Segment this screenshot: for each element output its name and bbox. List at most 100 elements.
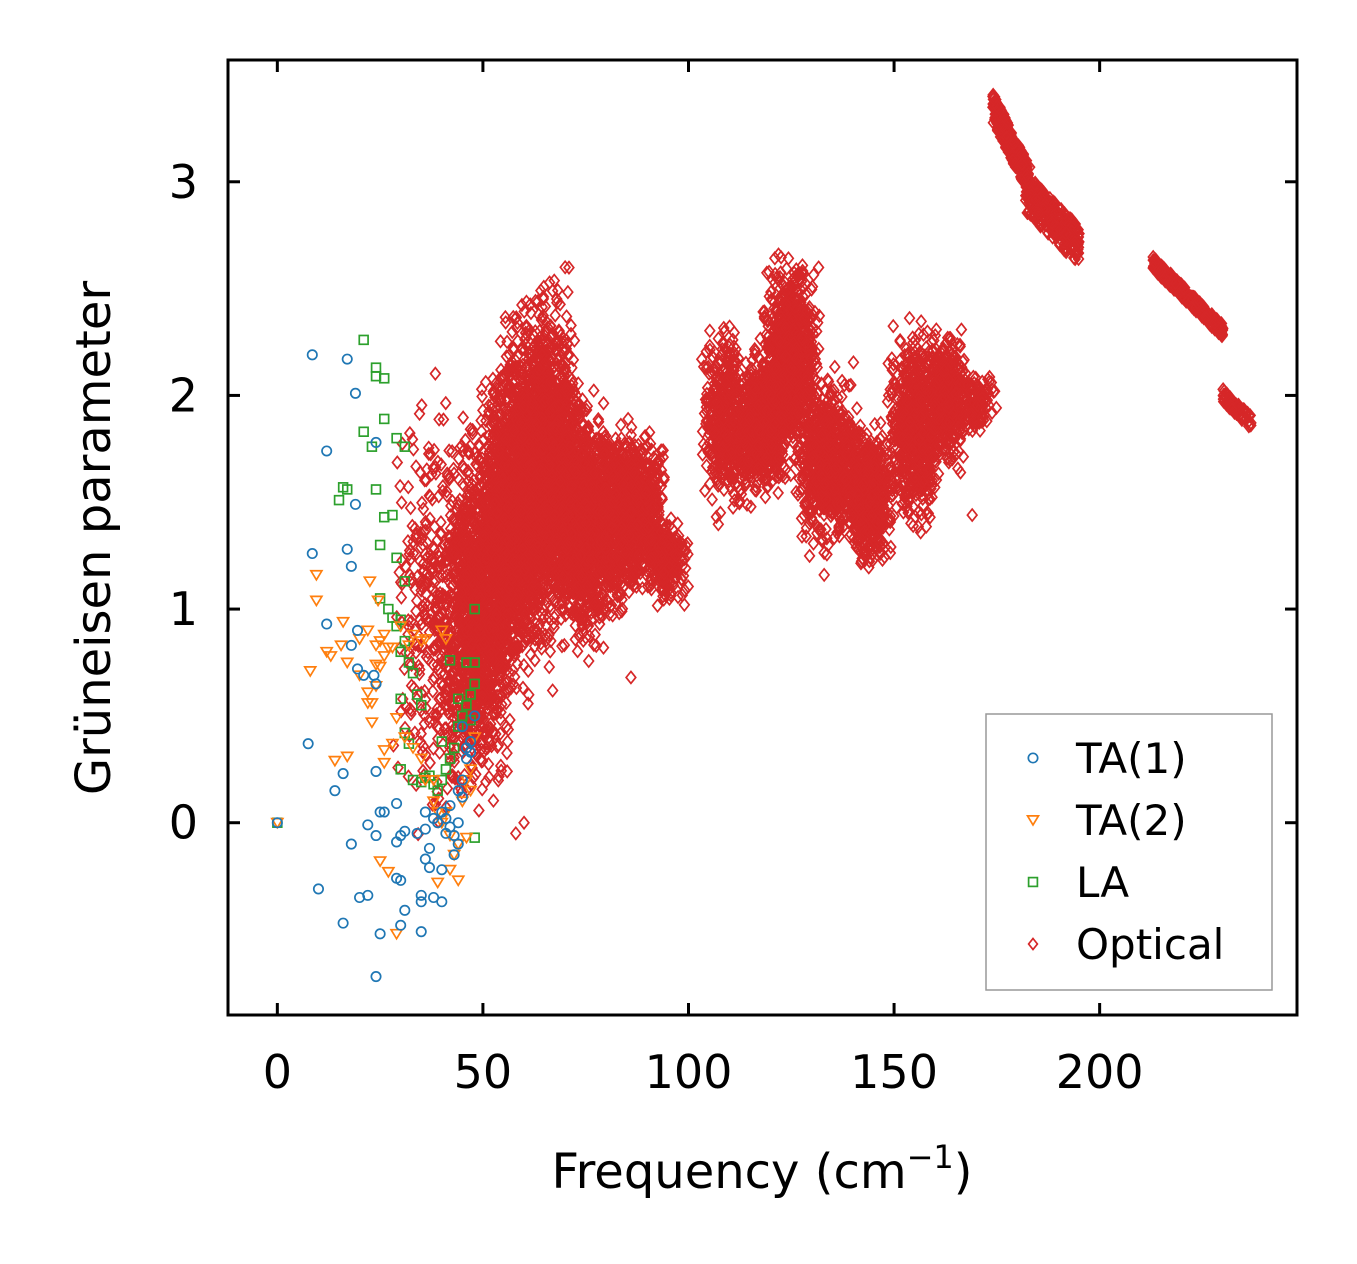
optical-point — [449, 607, 461, 623]
optical-point — [443, 443, 455, 459]
optical-point — [476, 753, 489, 769]
optical-point — [417, 555, 430, 571]
optical-point — [454, 616, 466, 632]
optical-point — [495, 704, 507, 720]
optical-point — [400, 699, 413, 715]
optical-point — [492, 737, 505, 753]
optical-point — [456, 476, 469, 492]
optical-point — [403, 546, 416, 562]
optical-point — [427, 707, 440, 723]
optical-point — [410, 645, 422, 660]
optical-point — [431, 532, 444, 548]
optical-point — [480, 704, 493, 720]
optical-point — [463, 647, 475, 663]
optical-point — [419, 747, 432, 763]
optical-point — [413, 666, 426, 682]
optical-point — [456, 642, 469, 658]
optical-point — [399, 720, 411, 736]
optical-point — [452, 668, 465, 683]
optical-point — [498, 661, 511, 676]
optical-point — [431, 701, 444, 717]
optical-point — [462, 463, 474, 479]
optical-point — [429, 714, 441, 730]
optical-point — [461, 666, 474, 682]
optical-point — [483, 734, 496, 750]
optical-point — [445, 648, 458, 664]
optical-point — [418, 683, 431, 699]
optical-point — [421, 565, 434, 581]
optical-point — [421, 571, 434, 586]
optical-point — [432, 607, 445, 623]
optical-point — [428, 519, 441, 535]
optical-point — [415, 726, 427, 742]
optical-point — [487, 793, 500, 808]
optical-point — [405, 614, 417, 629]
optical-point — [439, 569, 452, 584]
optical-point — [430, 602, 443, 618]
optical-point — [413, 406, 426, 422]
optical-point — [395, 590, 408, 605]
optical-point — [446, 588, 459, 604]
optical-point — [415, 616, 428, 632]
optical-point — [405, 657, 418, 673]
optical-point — [430, 708, 443, 724]
optical-point — [432, 488, 445, 504]
optical-point — [443, 469, 456, 485]
optical-point — [440, 554, 452, 570]
optical-point — [433, 412, 445, 427]
optical-point — [501, 745, 513, 761]
optical-point — [486, 653, 499, 669]
optical-point — [450, 501, 463, 517]
optical-point — [464, 507, 477, 523]
optical-point — [483, 403, 495, 419]
optical-point — [489, 694, 502, 710]
optical-point — [476, 389, 488, 404]
optical-point — [500, 719, 513, 735]
optical-point — [473, 708, 486, 724]
optical-point — [460, 624, 473, 640]
optical-point — [438, 605, 451, 620]
optical-point — [434, 585, 446, 601]
optical-point — [429, 466, 442, 481]
optical-point — [454, 735, 467, 750]
optical-point — [455, 584, 468, 600]
optical-point — [412, 638, 425, 654]
optical-point — [494, 726, 507, 742]
optical-point — [467, 568, 480, 583]
optical-point — [476, 692, 488, 707]
optical-point — [522, 687, 535, 703]
optical-point — [410, 777, 423, 793]
optical-point — [481, 700, 494, 716]
optical-point — [442, 745, 455, 761]
optical-point — [395, 703, 407, 719]
optical-point — [436, 568, 449, 584]
optical-point — [418, 472, 431, 488]
optical-point — [460, 506, 473, 521]
optical-point — [432, 662, 444, 677]
optical-point — [421, 535, 434, 551]
optical-point — [424, 755, 436, 771]
optical-point — [432, 589, 445, 605]
optical-point — [456, 536, 469, 552]
optical-point — [447, 695, 460, 711]
data-points-layer — [270, 87, 1257, 983]
optical-point — [391, 455, 404, 470]
optical-point — [410, 593, 423, 609]
optical-point — [471, 586, 484, 602]
optical-point — [422, 446, 435, 462]
optical-point — [420, 586, 432, 602]
optical-point — [451, 495, 464, 511]
optical-point — [417, 738, 430, 754]
optical-point — [422, 440, 435, 456]
optical-point — [491, 703, 504, 718]
optical-point — [415, 702, 428, 718]
optical-point — [434, 690, 447, 706]
optical-point — [404, 500, 417, 516]
optical-point — [452, 451, 465, 466]
optical-point — [429, 366, 442, 382]
optical-point — [457, 410, 470, 425]
optical-point — [464, 421, 477, 437]
optical-point — [455, 655, 468, 671]
optical-point — [407, 545, 420, 561]
